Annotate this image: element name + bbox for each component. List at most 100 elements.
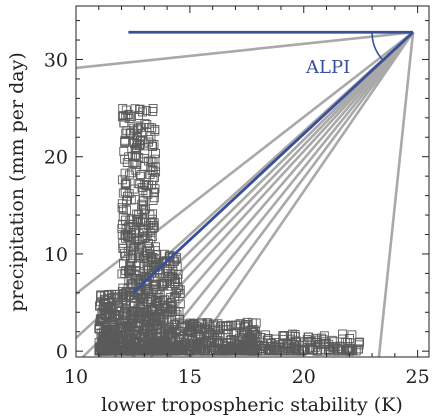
scatter-point — [172, 310, 182, 320]
scatter-point — [130, 151, 140, 161]
scatter-point — [152, 304, 162, 314]
scatter-point — [127, 287, 137, 297]
scatter-point — [163, 266, 173, 276]
scatter-point — [218, 321, 228, 331]
scatter-point — [128, 317, 137, 327]
scatter-point — [166, 292, 176, 302]
scatter-point — [134, 121, 144, 131]
scatter-point — [120, 248, 130, 258]
scatter-point — [218, 346, 228, 356]
scatter-point — [261, 330, 271, 340]
scatter-point — [122, 158, 132, 167]
scatter-point — [143, 189, 153, 199]
scatter-point — [123, 341, 133, 351]
scatter-point — [118, 289, 127, 299]
scatter-point — [190, 343, 200, 353]
scatter-point — [148, 314, 158, 324]
scatter-point — [130, 329, 140, 339]
scatter-point — [236, 333, 246, 343]
ray-line — [168, 31, 415, 357]
scatter-point — [117, 203, 127, 213]
scatter-point — [326, 346, 336, 356]
scatter-point — [117, 323, 127, 333]
y-tick-label: 0 — [56, 341, 68, 363]
scatter-point — [121, 233, 131, 243]
y-tick-label: 10 — [44, 244, 68, 266]
scatter-point — [153, 320, 163, 330]
scatter-point — [120, 135, 130, 145]
scatter-point — [123, 191, 132, 201]
scatter-point — [355, 337, 364, 347]
scatter-point — [204, 327, 214, 337]
scatter-point — [338, 334, 347, 344]
scatter-point — [332, 345, 342, 355]
scatter-point — [104, 302, 114, 312]
scatter-point — [137, 309, 147, 319]
scatter-point — [163, 328, 173, 338]
scatter-point — [130, 104, 140, 114]
scatter-point — [128, 220, 138, 230]
scatter-point — [340, 338, 350, 347]
scatter-point — [131, 336, 141, 345]
ray-line — [150, 31, 415, 357]
scatter-point — [195, 334, 205, 344]
y-tick-label: 20 — [44, 147, 68, 169]
scatter-point — [101, 295, 111, 305]
scatter-point — [130, 250, 140, 260]
scatter-point — [130, 184, 140, 194]
scatter-point — [125, 215, 135, 225]
scatter-point — [122, 322, 132, 332]
scatter-point — [153, 325, 163, 335]
scatter-point — [160, 279, 170, 288]
scatter-point — [126, 269, 136, 279]
scatter-point — [241, 320, 251, 329]
scatter-point — [148, 157, 158, 167]
ray-line — [188, 31, 415, 357]
x-axis-title: lower tropospheric stability (K) — [101, 394, 403, 416]
scatter-point — [124, 222, 134, 232]
scatter-point — [232, 320, 242, 330]
scatter-point — [138, 107, 147, 117]
scatter-point — [177, 346, 187, 356]
scatter-point — [288, 329, 298, 339]
scatter-point — [100, 305, 110, 315]
plot-frame — [75, 5, 430, 358]
scatter-point — [117, 269, 127, 279]
scatter-point — [217, 344, 226, 354]
scatter-point — [153, 295, 162, 305]
scatter-point — [144, 135, 154, 145]
scatter-point — [150, 126, 160, 136]
scatter-point — [266, 346, 276, 356]
scatter-point — [151, 341, 161, 351]
scatter-point — [347, 346, 357, 356]
scatter-point — [122, 336, 132, 346]
scatter-point — [118, 238, 128, 248]
scatter-point — [140, 149, 150, 159]
scatter-point — [192, 332, 202, 342]
scatter-point — [213, 346, 223, 356]
scatter-point — [120, 304, 130, 314]
scatter-point — [137, 233, 147, 243]
scatter-point — [135, 105, 145, 114]
scatter-point — [171, 277, 181, 286]
scatter-point — [239, 327, 249, 336]
scatter-point — [291, 345, 301, 355]
scatter-point — [228, 345, 238, 355]
scatter-point — [129, 287, 139, 297]
scatter-point — [121, 179, 131, 189]
scatter-point — [186, 341, 196, 351]
scatter-point — [165, 326, 175, 336]
scatter-point — [243, 334, 253, 343]
scatter-point — [150, 187, 159, 197]
scatter-point — [118, 283, 128, 293]
scatter-point — [118, 212, 128, 222]
scatter-point — [118, 244, 128, 253]
scatter-point — [106, 308, 115, 318]
scatter-point — [118, 111, 128, 121]
scatter-point — [246, 339, 256, 349]
x-tick-label: 20 — [292, 366, 316, 388]
scatter-point — [321, 337, 330, 347]
scatter-point — [285, 331, 295, 341]
scatter-point — [167, 272, 177, 282]
scatter-point — [155, 305, 165, 315]
